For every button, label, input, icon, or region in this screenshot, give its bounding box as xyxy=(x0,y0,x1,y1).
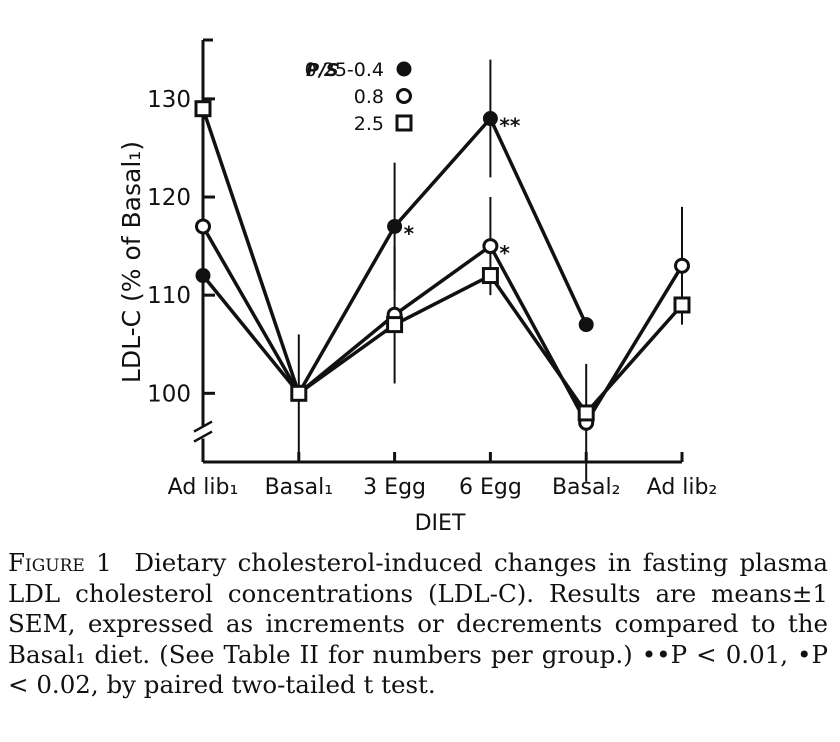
data-point xyxy=(482,238,499,255)
series-markers: **** xyxy=(194,100,691,431)
x-tick-label: Ad lib₁ xyxy=(168,475,239,500)
x-axis-label: DIET xyxy=(415,511,466,536)
y-tick-label: 100 xyxy=(147,381,191,407)
legend-marker xyxy=(396,88,412,104)
significance-mark: * xyxy=(499,241,510,265)
data-point xyxy=(673,296,691,314)
data-point xyxy=(578,317,594,333)
significance-mark: ** xyxy=(499,114,520,138)
legend-title: P/S xyxy=(306,60,339,81)
y-tick-label: 110 xyxy=(147,283,191,309)
significance-mark: * xyxy=(404,221,415,245)
y-tick-label: 130 xyxy=(147,87,191,113)
error-bars xyxy=(202,59,683,482)
legend-marker xyxy=(396,61,412,77)
x-tick-label: Basal₁ xyxy=(265,475,333,500)
data-point xyxy=(674,257,690,274)
legend-label: 0.8 xyxy=(354,86,384,108)
legend-label: 2.5 xyxy=(354,113,384,135)
series-line xyxy=(201,108,684,415)
caption-text: Dietary cholesterol-induced changes in f… xyxy=(8,548,828,699)
legend-marker xyxy=(395,114,413,132)
axis-break-mark xyxy=(193,430,213,443)
series-lines xyxy=(201,108,684,425)
data-point xyxy=(481,267,499,285)
y-axis-label: LDL-C (% of Basal₁) xyxy=(117,141,146,383)
data-point xyxy=(386,316,404,334)
x-tick-label: Ad lib₂ xyxy=(647,475,718,500)
x-tick-label: 3 Egg xyxy=(363,475,426,500)
data-point xyxy=(482,111,498,127)
data-point xyxy=(194,100,212,118)
legend: P/S0.25-0.4 0.8 2.5 xyxy=(305,59,413,135)
legend-label: 0.25-0.4 xyxy=(305,59,384,81)
figure-caption: Figure 1 Dietary cholesterol-induced cha… xyxy=(8,548,828,701)
data-point xyxy=(290,384,308,402)
data-point xyxy=(195,268,211,284)
axis-break-mark xyxy=(193,420,213,433)
data-point xyxy=(577,404,595,422)
data-point xyxy=(195,218,211,235)
caption-label: Figure 1 xyxy=(8,548,112,577)
data-point xyxy=(387,218,403,234)
x-tick-label: 6 Egg xyxy=(459,475,522,500)
y-tick-label: 120 xyxy=(147,185,191,211)
